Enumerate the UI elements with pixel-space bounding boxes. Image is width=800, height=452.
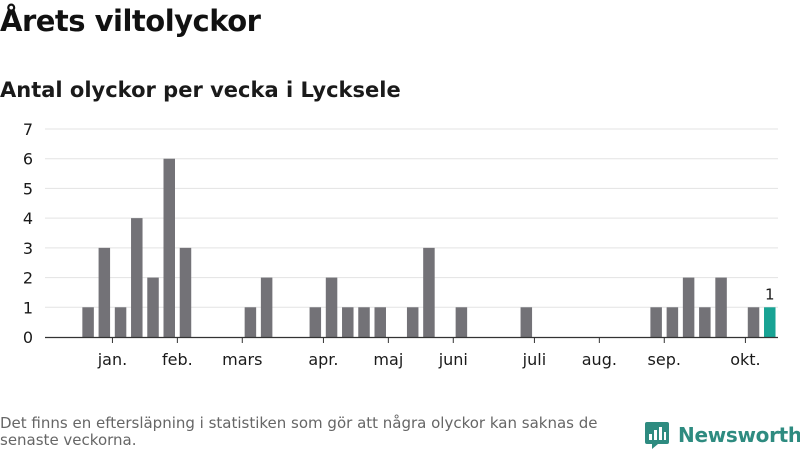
bar [179,247,192,337]
x-tick-label: juli [522,350,546,369]
y-tick-label: 6 [23,150,33,169]
y-tick-label: 4 [23,209,33,228]
x-tick-label: maj [373,350,403,369]
y-tick-label: 7 [23,120,33,139]
bar-current-week [764,307,776,337]
bar-chart: 0 1 2 3 4 5 6 7 1 jan. feb. mars apr. maj juni juli aug.… [23,120,778,369]
bar [147,277,159,337]
bar [163,158,175,337]
bar [423,247,435,337]
bar [325,277,338,337]
x-tick-label: jan. [97,350,127,369]
bar [260,277,273,337]
bar [244,307,257,337]
y-tick-label: 2 [23,269,33,288]
bar [666,307,679,337]
chart-subtitle: Antal olyckor per vecka i Lycksele [0,78,401,102]
bar [682,277,695,337]
x-tick-label: feb. [162,350,193,369]
data-label: 1 [765,285,775,303]
footnote: Det finns en eftersläpning i statistiken… [0,414,598,449]
bar [374,307,386,337]
y-tick-label: 0 [23,328,33,347]
bar [747,307,760,337]
bar [358,307,370,337]
x-tick-label: apr. [308,350,338,369]
newsworthy-logo-icon [645,422,669,449]
brand[interactable]: Newsworthy [644,418,800,452]
x-tick-label: juni [438,350,468,369]
bar [309,307,322,337]
bar [650,307,662,337]
y-tick-label: 1 [23,298,33,317]
bar [520,307,533,337]
bar [82,307,94,337]
bar [455,307,468,337]
bar [699,307,711,337]
bar [114,307,127,337]
bar [98,247,111,337]
y-tick-label: 3 [23,239,33,258]
x-tick-label: aug. [582,350,617,369]
x-tick-label: okt. [730,350,760,369]
y-tick-label: 5 [23,179,33,198]
brand-name: Newsworthy [678,423,800,447]
chart-title: Årets viltolyckor [0,4,261,38]
bar [342,307,354,337]
x-tick-label: sep. [648,350,681,369]
bar [131,218,143,337]
bar [406,307,419,337]
x-tick-label: mars [222,350,262,369]
bar [715,277,727,337]
